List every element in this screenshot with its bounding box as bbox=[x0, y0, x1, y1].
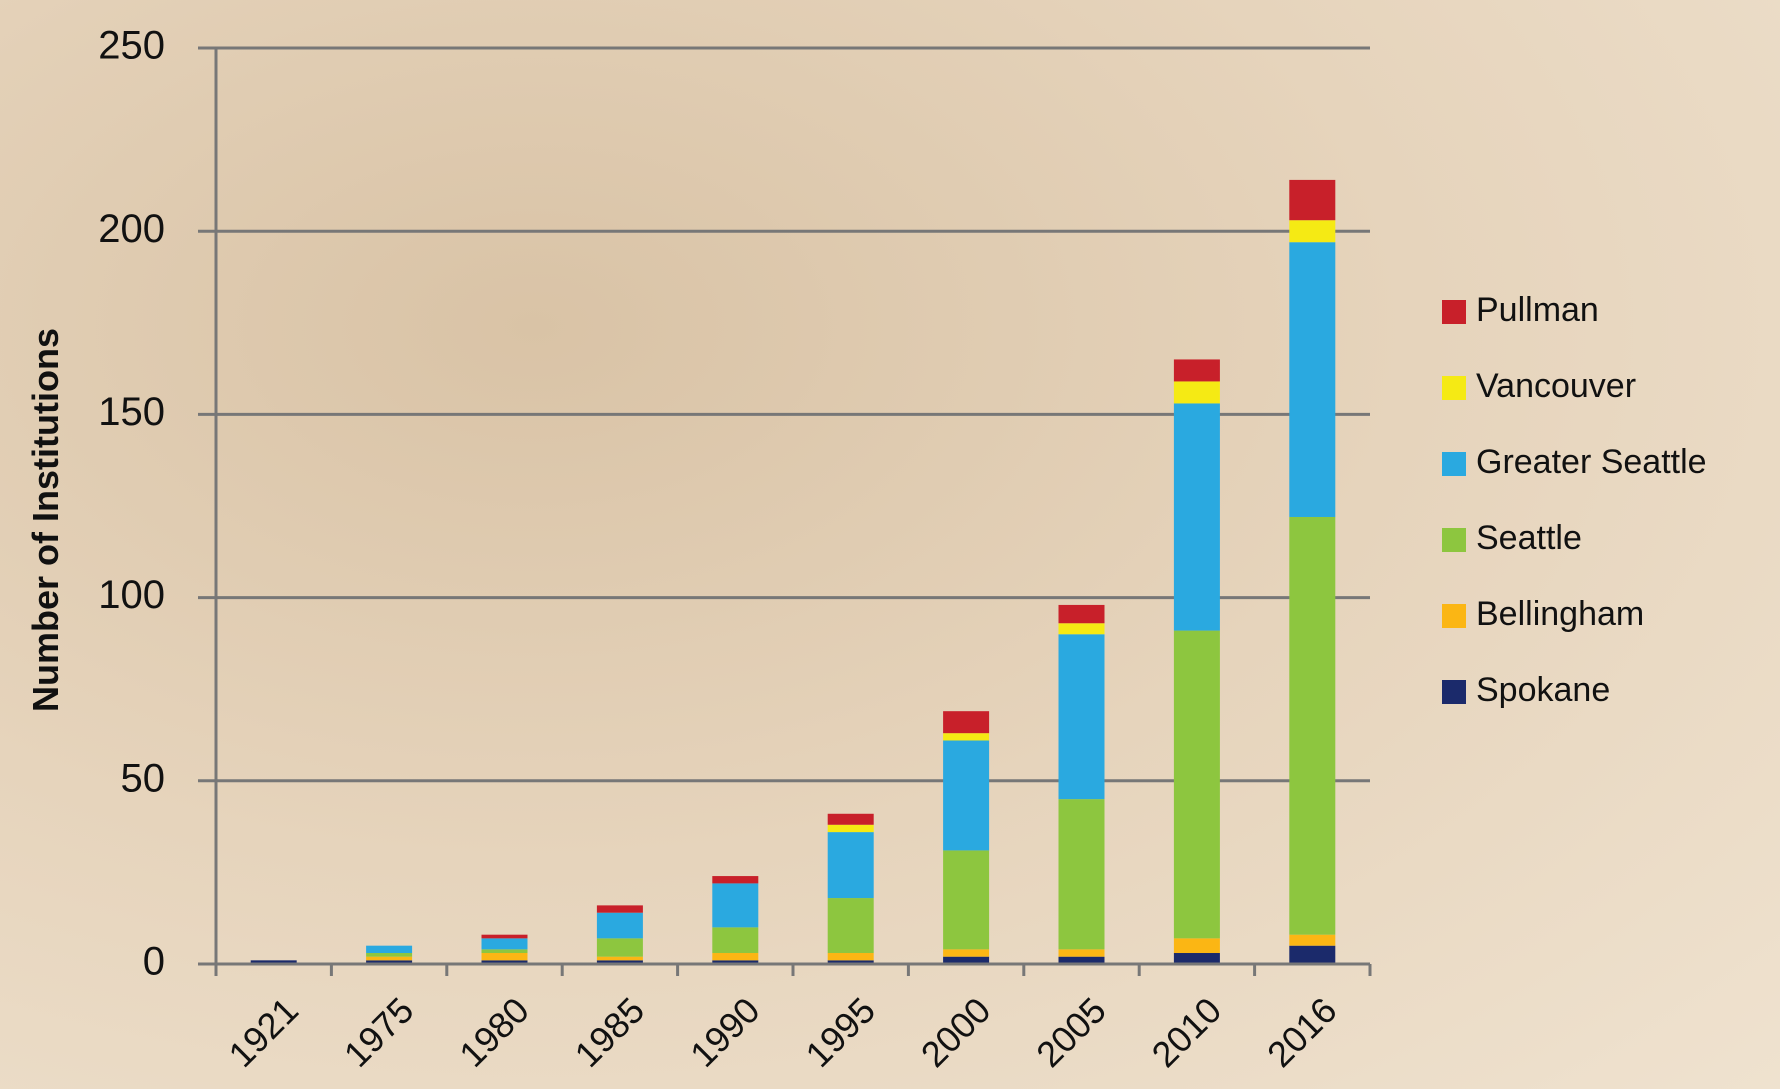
bar-segment bbox=[596, 956, 643, 961]
x-tick-label: 1980 bbox=[451, 989, 537, 1075]
x-tick-label: 2016 bbox=[1259, 989, 1345, 1075]
bar-segment bbox=[712, 953, 759, 961]
bar-segment bbox=[1289, 179, 1336, 221]
bar-segment bbox=[1289, 945, 1336, 964]
bar-segment bbox=[596, 938, 643, 957]
bar-segment bbox=[1058, 956, 1105, 964]
legend-swatch bbox=[1442, 604, 1466, 628]
bar-segment bbox=[1058, 623, 1105, 635]
x-tick-label: 1921 bbox=[220, 989, 306, 1075]
bar-segment bbox=[596, 905, 643, 913]
legend-swatch bbox=[1442, 452, 1466, 476]
y-tick-label: 250 bbox=[98, 24, 165, 68]
legend-swatch bbox=[1442, 680, 1466, 704]
bar-segment bbox=[712, 883, 759, 928]
bar-segment bbox=[943, 850, 990, 950]
bar-segment bbox=[481, 934, 528, 939]
legend-label: Pullman bbox=[1476, 291, 1599, 329]
y-tick-label: 200 bbox=[98, 207, 165, 251]
bar-segment bbox=[481, 949, 528, 954]
y-tick-label: 0 bbox=[143, 940, 165, 984]
bar-segment bbox=[1289, 516, 1336, 935]
bar-segment bbox=[481, 938, 528, 950]
bar-segment bbox=[943, 949, 990, 957]
legend-swatch bbox=[1442, 376, 1466, 400]
x-tick-label: 2005 bbox=[1028, 989, 1114, 1075]
bar-segment bbox=[596, 912, 643, 939]
legend-label: Greater Seattle bbox=[1476, 443, 1707, 481]
bar-segment bbox=[1289, 934, 1336, 946]
bar-segment bbox=[827, 953, 874, 961]
bar-segment bbox=[827, 898, 874, 954]
bar-segment bbox=[1173, 381, 1220, 404]
bar-segment bbox=[366, 953, 413, 957]
x-tick-label: 1995 bbox=[797, 989, 883, 1075]
x-tick-label: 2000 bbox=[913, 989, 999, 1075]
y-tick-label: 150 bbox=[98, 390, 165, 434]
bar-segment bbox=[481, 960, 528, 964]
bar-segment bbox=[1173, 403, 1220, 631]
bar-segment bbox=[481, 953, 528, 961]
bar-segment bbox=[1173, 953, 1220, 964]
bar-segment bbox=[827, 960, 874, 964]
bar-segment bbox=[943, 956, 990, 964]
legend-label: Vancouver bbox=[1476, 367, 1636, 405]
bar-segment bbox=[1173, 938, 1220, 954]
y-tick-label: 100 bbox=[98, 573, 165, 617]
bar-segment bbox=[250, 960, 297, 964]
y-axis-title: Number of Institutions bbox=[25, 328, 66, 712]
bar-segment bbox=[1058, 949, 1105, 957]
bar-segment bbox=[366, 960, 413, 964]
x-tick-label: 1985 bbox=[567, 989, 653, 1075]
bar-segment bbox=[712, 960, 759, 964]
bar-segment bbox=[943, 740, 990, 851]
legend-label: Bellingham bbox=[1476, 595, 1644, 633]
bar-segment bbox=[1289, 220, 1336, 243]
y-tick-label: 50 bbox=[121, 756, 166, 800]
legend-swatch bbox=[1442, 528, 1466, 552]
bar-segment bbox=[1058, 604, 1105, 624]
bar-segment bbox=[827, 813, 874, 825]
bar-segment bbox=[1173, 359, 1220, 382]
bar-segment bbox=[1173, 630, 1220, 939]
bar-segment bbox=[596, 960, 643, 964]
legend-label: Spokane bbox=[1476, 671, 1610, 709]
legend-label: Seattle bbox=[1476, 519, 1582, 557]
bar-segment bbox=[1058, 634, 1105, 800]
bar-segment bbox=[712, 927, 759, 954]
bar-segment bbox=[943, 733, 990, 741]
bar-segment bbox=[1289, 242, 1336, 517]
legend-swatch bbox=[1442, 300, 1466, 324]
x-tick-label: 1990 bbox=[682, 989, 768, 1075]
bar-segment bbox=[1058, 799, 1105, 950]
bar-segment bbox=[366, 945, 413, 954]
bar-segment bbox=[943, 711, 990, 734]
x-tick-label: 2010 bbox=[1144, 989, 1230, 1075]
bar-segment bbox=[366, 956, 413, 961]
bar-segment bbox=[827, 832, 874, 899]
bar-segment bbox=[712, 876, 759, 884]
x-tick-label: 1975 bbox=[336, 989, 422, 1075]
bar-segment bbox=[827, 824, 874, 833]
